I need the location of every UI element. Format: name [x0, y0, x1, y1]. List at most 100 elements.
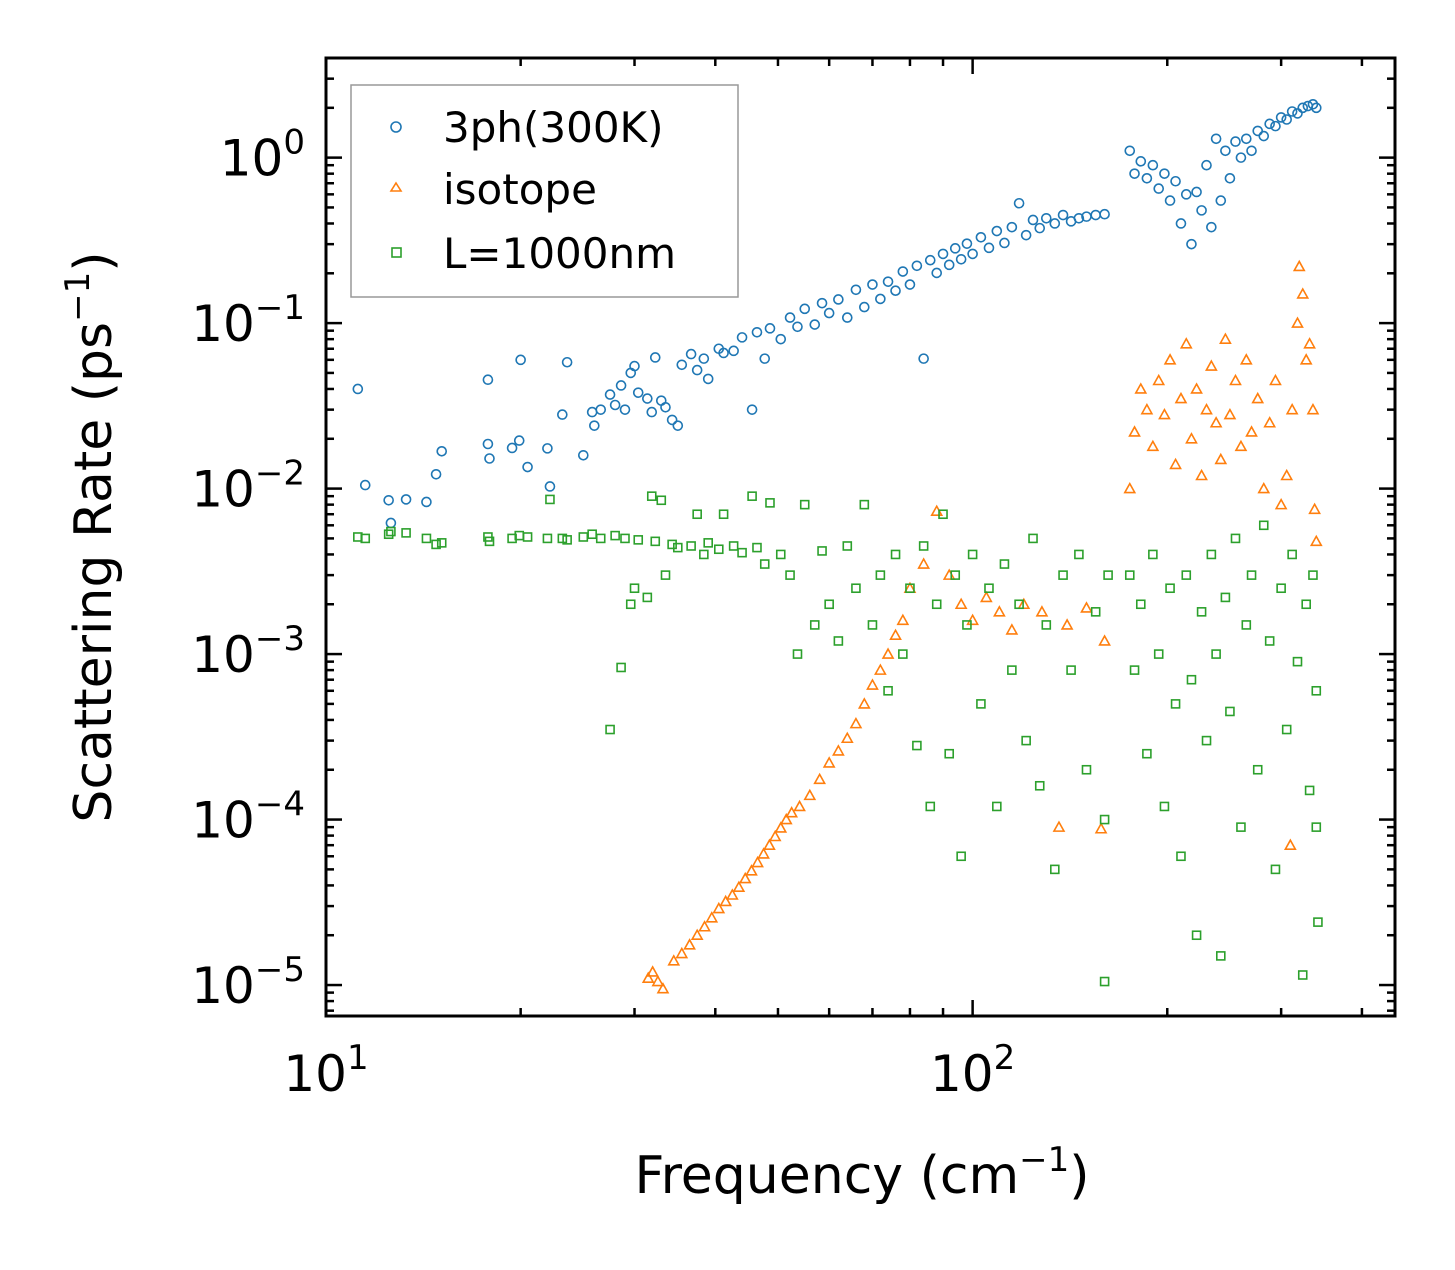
point-boundary [1264, 636, 1275, 646]
point-boundary [629, 583, 640, 594]
point-boundary [905, 583, 915, 594]
point-boundary [703, 538, 713, 548]
point-isotope [849, 716, 863, 729]
point-isotope [840, 731, 854, 744]
point-isotope [1303, 337, 1316, 349]
point-3ph [1275, 112, 1287, 123]
point-3ph [482, 374, 494, 386]
point-isotope [1283, 838, 1297, 850]
point-isotope [966, 613, 979, 626]
point-isotope [857, 697, 871, 709]
point-boundary [792, 649, 803, 659]
point-3ph [1124, 145, 1136, 157]
point-isotope [1292, 259, 1306, 272]
point-3ph [542, 443, 553, 454]
point-3ph [1013, 197, 1025, 209]
point-isotope [690, 928, 704, 941]
point-boundary [1021, 735, 1031, 746]
point-3ph [685, 348, 697, 360]
point-isotope [1274, 497, 1288, 510]
point-boundary [918, 541, 929, 551]
point-boundary [1081, 764, 1092, 775]
point-boundary [1311, 685, 1322, 696]
point-isotope [751, 855, 764, 868]
point-isotope [675, 946, 689, 959]
point-boundary [484, 536, 495, 547]
point-isotope [917, 557, 931, 569]
point-3ph [799, 303, 811, 315]
point-isotope [1080, 601, 1093, 613]
point-3ph [1170, 175, 1181, 187]
point-boundary [1153, 649, 1164, 659]
point-isotope [719, 894, 733, 907]
point-3ph [632, 387, 644, 398]
point-isotope [1195, 468, 1208, 481]
point-isotope [793, 799, 806, 812]
point-isotope [1306, 402, 1320, 415]
point-3ph [1020, 229, 1032, 241]
point-boundary [999, 559, 1010, 569]
point-3ph [1230, 136, 1241, 147]
point-boundary [931, 599, 942, 610]
series-2 [641, 259, 1323, 994]
point-isotope [1209, 416, 1223, 428]
point-boundary [1301, 599, 1311, 610]
point-3ph [359, 479, 371, 491]
point-3ph [513, 435, 525, 446]
point-3ph [1258, 130, 1270, 142]
point-3ph [949, 243, 961, 254]
point-3ph [1027, 214, 1039, 226]
point-boundary [386, 526, 396, 537]
point-3ph [544, 481, 556, 492]
point-boundary [867, 620, 878, 630]
point-3ph [792, 321, 803, 333]
point-3ph [746, 404, 758, 415]
point-3ph [809, 319, 821, 330]
point-boundary [809, 620, 820, 630]
point-isotope [725, 888, 739, 900]
point-isotope [1146, 439, 1160, 452]
point-boundary [728, 541, 739, 551]
point-boundary [436, 538, 447, 548]
point-boundary [1276, 583, 1286, 594]
axes-frame [324, 56, 1397, 1018]
point-3ph [482, 438, 494, 450]
point-boundary [984, 583, 994, 594]
point-isotope [1163, 353, 1177, 365]
point-3ph [1220, 145, 1231, 157]
point-boundary [431, 539, 441, 550]
point-3ph [557, 409, 568, 420]
y-tick-label: 10−1 [191, 288, 305, 353]
point-3ph [1270, 120, 1281, 132]
point-3ph [859, 301, 870, 313]
point-boundary [1201, 735, 1212, 746]
point-boundary [633, 535, 644, 545]
y-axis-label: Scattering Rate (ps−1) [58, 251, 124, 822]
point-isotope [1257, 481, 1271, 494]
point-3ph [1281, 114, 1292, 125]
point-boundary [1308, 570, 1318, 580]
point-isotope [1190, 382, 1203, 394]
point-3ph [1073, 212, 1085, 224]
y-tick-label: 10−2 [191, 454, 305, 519]
point-boundary [1028, 533, 1038, 544]
point-boundary [1142, 748, 1152, 759]
point-isotope [1205, 359, 1218, 371]
point-boundary [1034, 780, 1045, 791]
point-boundary [1258, 520, 1269, 531]
point-isotope [651, 974, 665, 987]
y-tick-label: 10−5 [191, 950, 305, 1015]
point-boundary [660, 570, 671, 580]
point-3ph [1159, 168, 1170, 179]
point-3ph [1310, 102, 1322, 114]
point-boundary [545, 494, 555, 505]
point-isotope [1291, 316, 1304, 328]
point-boundary [646, 491, 657, 501]
point-3ph [759, 353, 771, 364]
point-boundary [1159, 801, 1170, 812]
point-isotope [683, 938, 696, 950]
point-boundary [833, 636, 844, 646]
point-isotope [1179, 337, 1193, 349]
point-isotope [993, 605, 1006, 617]
